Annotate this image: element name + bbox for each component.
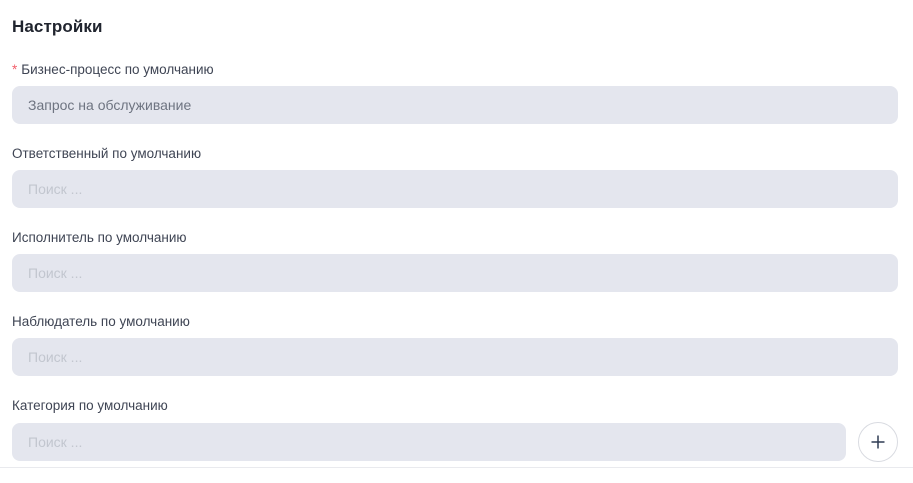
category-search-input[interactable] (12, 423, 846, 461)
page-title: Настройки (12, 17, 103, 36)
bottom-divider (0, 467, 913, 468)
responsible-search-input[interactable] (12, 170, 898, 208)
field-label-text: Бизнес-процесс по умолчанию (21, 62, 214, 77)
field-group-observer: Наблюдатель по умолчанию (12, 314, 898, 376)
field-label-observer: Наблюдатель по умолчанию (12, 314, 190, 329)
field-group-responsible: Ответственный по умолчанию (12, 146, 898, 208)
field-label-category: Категория по умолчанию (12, 398, 168, 413)
plus-icon (870, 434, 886, 450)
field-group-category: Категория по умолчанию (12, 398, 898, 462)
business-process-input[interactable] (12, 86, 898, 124)
field-group-business-process: * Бизнес-процесс по умолчанию (12, 62, 898, 124)
category-row (12, 422, 898, 462)
add-category-button[interactable] (858, 422, 898, 462)
observer-search-input[interactable] (12, 338, 898, 376)
field-label-executor: Исполнитель по умолчанию (12, 230, 187, 245)
field-label-responsible: Ответственный по умолчанию (12, 146, 202, 161)
executor-search-input[interactable] (12, 254, 898, 292)
field-group-executor: Исполнитель по умолчанию (12, 230, 898, 292)
field-label-business-process: * Бизнес-процесс по умолчанию (12, 62, 898, 78)
required-asterisk: * (12, 62, 18, 77)
